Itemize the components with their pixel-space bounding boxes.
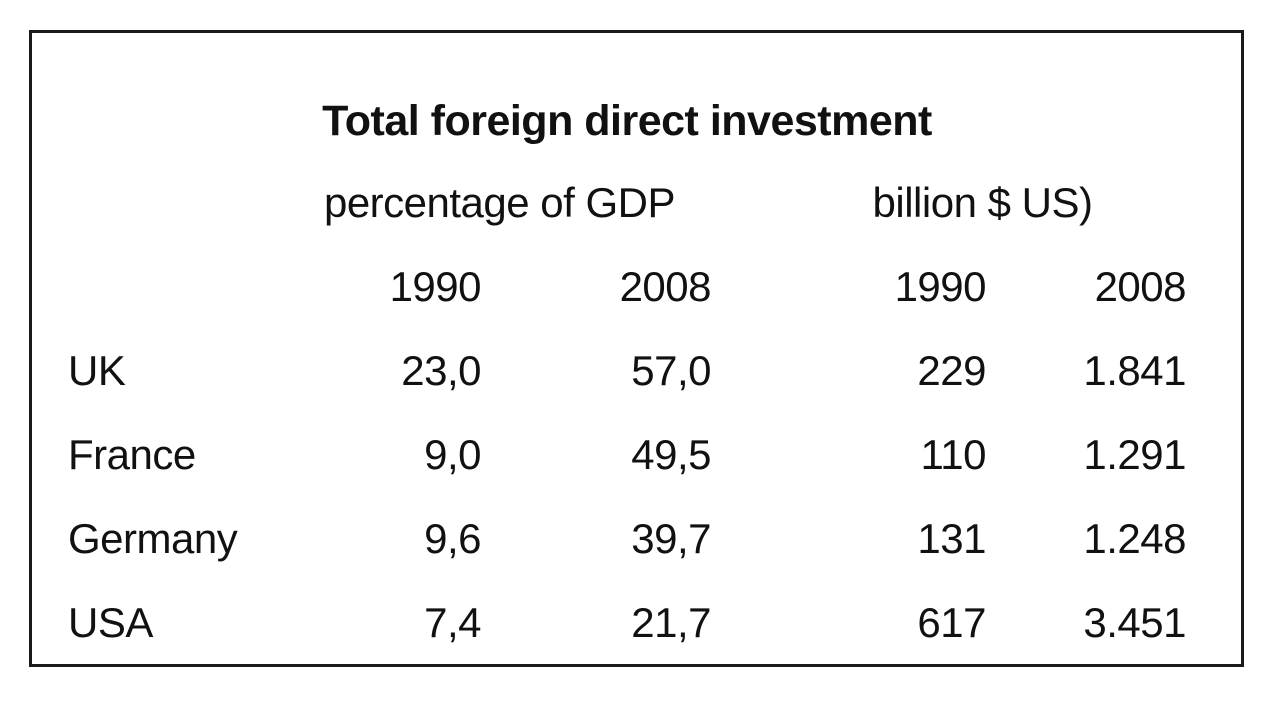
row-label-usa: USA (68, 599, 153, 646)
year-header-bn-1990: 1990 (894, 263, 987, 310)
year-header-spacer (68, 245, 288, 329)
group-header-billion-usd: billion $ US) (872, 179, 1093, 226)
row-label-uk: UK (68, 347, 126, 394)
uk-bn-2008: 1.841 (1083, 347, 1186, 394)
uk-pct-2008: 57,0 (631, 347, 711, 394)
france-bn-1990: 110 (920, 431, 987, 478)
row-label-germany: Germany (68, 515, 238, 562)
year-header-pct-2008: 2008 (619, 263, 712, 310)
germany-bn-2008: 1.248 (1083, 515, 1186, 562)
group-header-percentage-of-gdp: percentage of GDP (323, 179, 676, 226)
france-bn-2008: 1.291 (1083, 431, 1186, 478)
usa-bn-2008: 3.451 (1083, 599, 1186, 646)
fdi-table: Total foreign direct investment percenta… (29, 30, 1244, 667)
france-pct-1990: 9,0 (424, 431, 481, 478)
germany-bn-1990: 131 (917, 515, 986, 562)
uk-bn-1990: 229 (917, 347, 986, 394)
row-label-france: France (68, 431, 196, 478)
uk-pct-1990: 23,0 (401, 347, 481, 394)
year-header-pct-1990: 1990 (389, 263, 482, 310)
group-header-spacer (68, 161, 288, 245)
germany-pct-2008: 39,7 (631, 515, 711, 562)
year-header-bn-2008: 2008 (1094, 263, 1187, 310)
usa-bn-1990: 617 (917, 599, 986, 646)
usa-pct-1990: 7,4 (424, 599, 481, 646)
germany-pct-1990: 9,6 (424, 515, 481, 562)
fdi-table-grid: Total foreign direct investment percenta… (32, 81, 1241, 665)
usa-pct-2008: 21,7 (631, 599, 711, 646)
france-pct-2008: 49,5 (631, 431, 711, 478)
table-title: Total foreign direct investment (322, 96, 932, 145)
